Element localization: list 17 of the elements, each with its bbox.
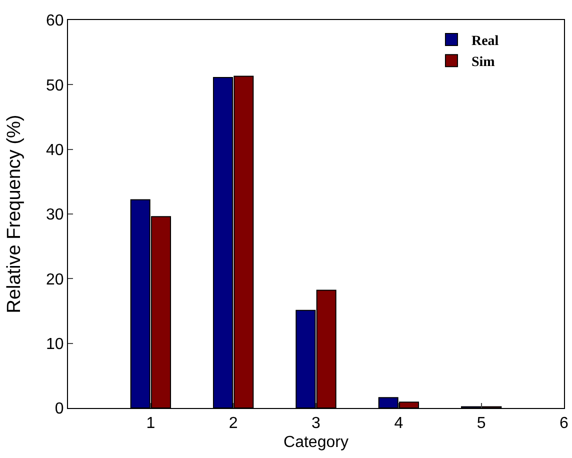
y-tick-label: 60	[46, 12, 64, 30]
y-tick-label: 50	[46, 77, 64, 94]
y-tick-label: 20	[46, 271, 64, 288]
y-tick-label: 40	[46, 142, 64, 159]
y-tick-label: 10	[46, 336, 64, 353]
y-axis-title: Relative Frequency (%)	[4, 114, 25, 314]
x-axis-title: Category	[284, 434, 348, 451]
y-tick-label: 30	[46, 206, 64, 224]
x-tick-label: 1	[146, 415, 156, 432]
x-tick-label: 2	[228, 415, 238, 432]
x-tick-label: 4	[394, 415, 404, 432]
x-tick-label: 5	[476, 415, 486, 432]
legend-label: Sim	[471, 55, 496, 70]
legend-label: Real	[471, 34, 499, 49]
x-tick-label: 6	[560, 415, 569, 432]
y-tick-label: 0	[54, 400, 64, 418]
x-tick-label: 3	[312, 415, 321, 432]
